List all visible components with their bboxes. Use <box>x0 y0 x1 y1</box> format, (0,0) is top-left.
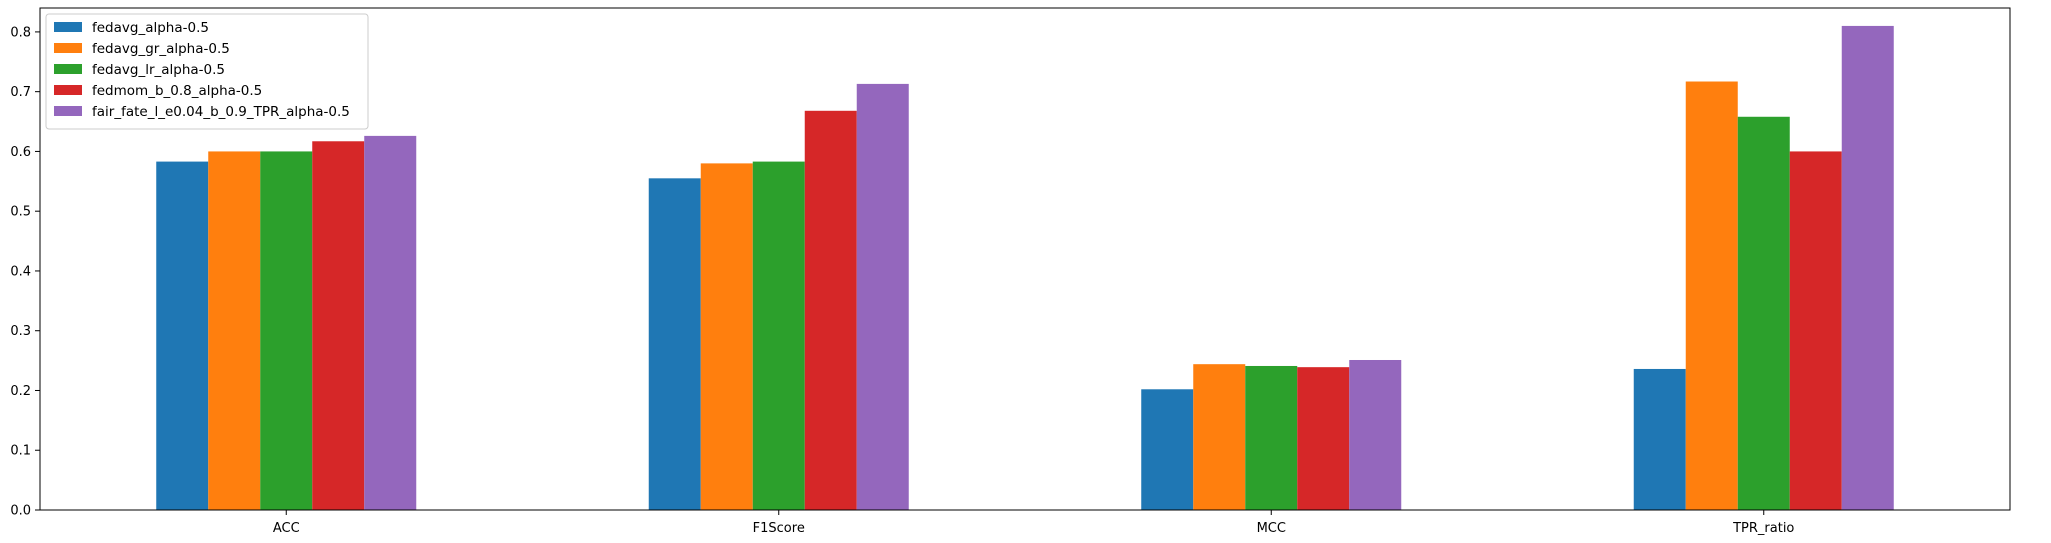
x-tick-label-tpr_ratio: TPR_ratio <box>1732 521 1794 536</box>
bar-mcc-1 <box>1141 389 1194 510</box>
bar-mcc-2 <box>1193 364 1246 510</box>
legend-swatch-4 <box>54 85 82 95</box>
x-tick-label-mcc: MCC <box>1257 521 1286 536</box>
legend-label-5: fair_fate_l_e0.04_b_0.9_TPR_alpha-0.5 <box>92 104 350 120</box>
legend-swatch-3 <box>54 64 82 74</box>
bar-mcc-5 <box>1349 359 1402 510</box>
y-tick-label: 0.4 <box>10 264 31 279</box>
y-tick-label: 0.1 <box>10 444 31 459</box>
legend-box <box>45 13 369 130</box>
bar-tpr_ratio-5 <box>1841 25 1894 511</box>
x-tick-label-f1score: F1Score <box>753 521 805 536</box>
bar-tpr_ratio-3 <box>1737 116 1790 511</box>
bar-f1score-1 <box>648 178 701 511</box>
legend-label-2: fedavg_gr_alpha-0.5 <box>92 41 230 57</box>
axes-group: 0.0 0.1 0.2 0.3 0.4 0.5 0.6 0.7 0.8 ACC F1Score MCC… <box>10 7 2011 536</box>
legend: fedavg_alpha-0.5 fedavg_gr_alpha-0.5fedav… <box>45 13 369 130</box>
bar-f1score-4 <box>804 110 857 511</box>
y-tick-label: 0.3 <box>10 324 31 339</box>
x-tick-label-acc: ACC <box>273 521 300 536</box>
y-tick-label: 0.7 <box>10 85 31 100</box>
y-tick-label: 0.6 <box>10 145 31 160</box>
bar-f1score-5 <box>856 83 909 511</box>
y-tick-label: 0.0 <box>10 504 31 519</box>
bar-acc-5 <box>364 135 417 510</box>
bar-acc-2 <box>208 151 261 510</box>
plot-frame <box>39 7 2011 511</box>
legend-label-4: fedmom_b_0.8_alpha-0.5 <box>92 83 262 99</box>
y-tick-label: 0.2 <box>10 384 31 399</box>
legend-label-1: fedavg_alpha-0.5 <box>92 20 209 36</box>
y-tick-label: 0.5 <box>10 205 31 220</box>
bar-acc-4 <box>312 141 365 510</box>
bar-f1score-3 <box>752 161 805 511</box>
legend-label-3: fedavg_lr_alpha-0.5 <box>92 62 225 78</box>
legend-swatch-5 <box>54 106 82 116</box>
bar-acc-1 <box>156 161 209 511</box>
bar-mcc-3 <box>1245 365 1298 510</box>
legend-swatch-2 <box>54 43 82 53</box>
bar-tpr_ratio-4 <box>1789 151 1842 510</box>
legend-swatch-1 <box>54 22 82 32</box>
bars-group <box>156 25 1894 511</box>
bar-f1score-2 <box>700 163 753 510</box>
bar-tpr_ratio-1 <box>1633 368 1686 510</box>
y-tick-label: 0.8 <box>10 25 31 40</box>
bar-tpr_ratio-2 <box>1685 81 1738 510</box>
bar-acc-3 <box>260 151 313 510</box>
bar-mcc-4 <box>1297 367 1350 510</box>
